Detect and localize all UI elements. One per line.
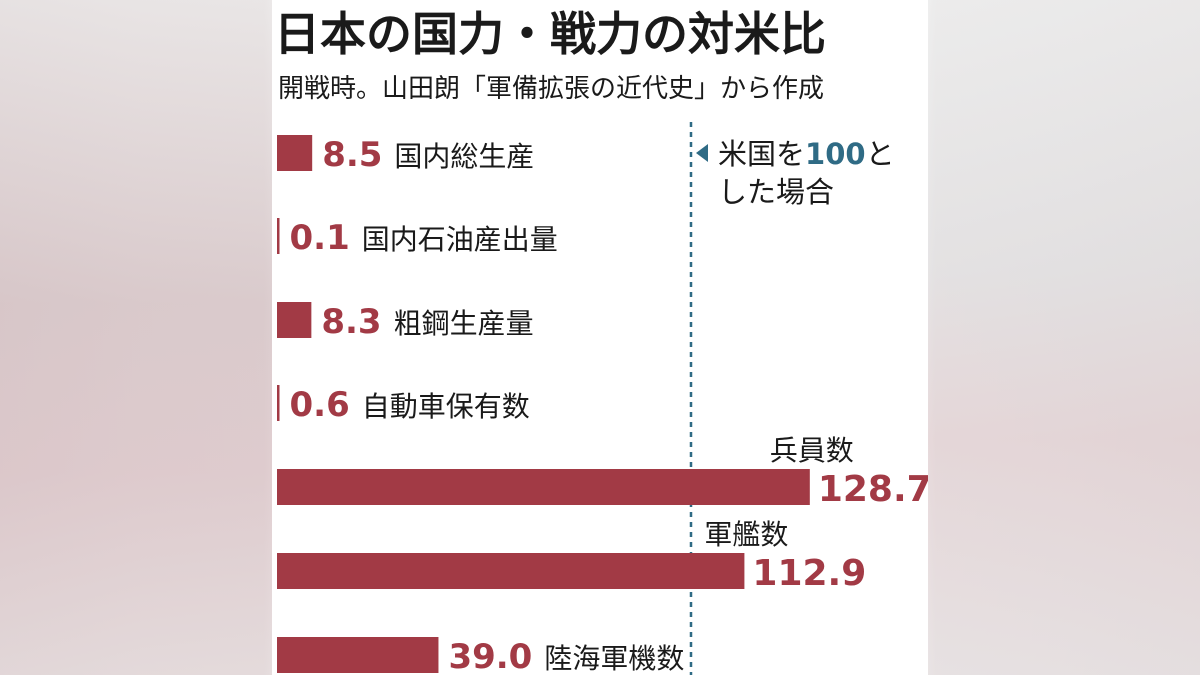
data-label-2: 0.1 [290,218,350,258]
data-label-1: 8.5 [322,135,382,175]
blurred-background-left [0,0,272,675]
left-arrow-icon [696,144,708,162]
bars-group: 8.5 国内総生産 0.1 国内石油産出量 8.3 粗鋼生産量 0.6 自動車保有数兵員数12… [277,135,928,675]
category-label-5: 兵員数 [770,434,854,467]
data-label-5: 128.7 [818,469,928,510]
data-label-4: 0.6 [290,385,350,425]
bar-3 [277,302,312,338]
bar-7 [277,637,439,673]
bar-label-row-2: 0.1 国内石油産出量 [290,218,558,258]
data-label-6: 112.9 [752,553,866,594]
bar-chart: 日本の国力・戦力の対米比 開戦時。山田朗「軍備拡張の近代史」から作成 米国を10… [274,7,928,675]
chart-subtitle: 開戦時。山田朗「軍備拡張の近代史」から作成 [278,74,824,104]
chart-panel: 日本の国力・戦力の対米比 開戦時。山田朗「軍備拡張の近代史」から作成 米国を10… [272,0,928,675]
bar-label-row-1: 8.5 国内総生産 [322,135,534,175]
bar-5 [277,469,810,505]
reference-note-line1: 米国を100と [718,137,895,171]
bar-label-row-3: 8.3 粗鋼生産量 [321,302,533,342]
data-label-7: 39.0 [448,637,532,675]
category-label-1: 国内総生産 [394,140,534,173]
reference-note-line2: した場合 [718,175,834,209]
bar-4 [277,385,280,421]
reference-note-prefix: 米国を [718,137,805,171]
category-label-6: 軍艦数 [704,518,788,551]
reference-note-value: 100 [805,137,866,171]
data-label-3: 8.3 [321,302,381,342]
bar-1 [277,135,313,171]
category-label-7: 陸海軍機数 [544,642,684,675]
reference-note-suffix: と [866,137,895,171]
bar-label-row-7: 39.0 陸海軍機数 [448,637,684,675]
bar-2 [277,218,280,254]
bar-6 [277,553,745,589]
blurred-background-right [928,0,1200,675]
bar-label-row-4: 0.6 自動車保有数 [290,385,530,425]
category-label-2: 国内石油産出量 [362,223,558,256]
category-label-4: 自動車保有数 [362,390,530,423]
category-label-3: 粗鋼生産量 [394,307,534,340]
chart-title: 日本の国力・戦力の対米比 [274,7,826,61]
